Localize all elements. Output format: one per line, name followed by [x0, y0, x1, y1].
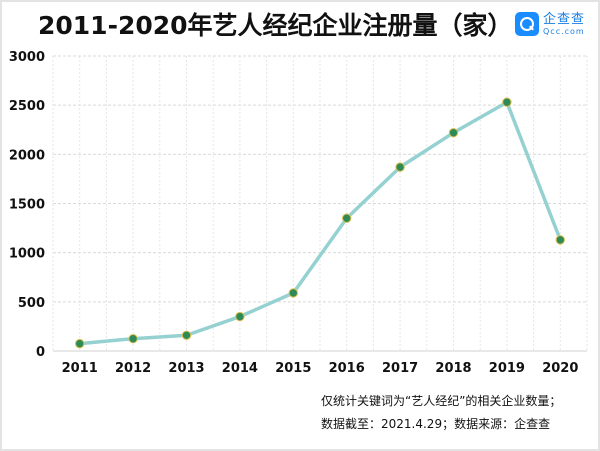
data-point-marker [288, 288, 298, 298]
logo-en-text: Qcc.com [543, 26, 585, 36]
x-tick-label: 2011 [62, 361, 98, 376]
data-point-marker [448, 128, 459, 138]
y-tick-label: 500 [18, 296, 45, 311]
data-series [75, 97, 565, 349]
x-tick-label: 2017 [382, 361, 418, 376]
x-tick-label: 2012 [115, 361, 151, 376]
footnote-scope: 仅统计关键词为“艺人经纪”的相关企业数量； [321, 394, 562, 408]
data-point-marker [395, 162, 405, 172]
y-tick-label: 2500 [9, 99, 45, 114]
x-tick-label: 2019 [489, 361, 525, 376]
data-point-marker [342, 213, 352, 223]
qcc-logo: 企查查 Qcc.com [515, 12, 585, 36]
y-tick-label: 2000 [9, 148, 45, 163]
footnote-source: 数据截至：2021.4.29；数据来源：企查查 [321, 417, 551, 431]
x-tick-label: 2015 [275, 361, 311, 376]
x-tick-label: 2013 [168, 361, 204, 376]
x-tick-label: 2018 [435, 361, 471, 376]
x-tick-label: 2020 [542, 361, 578, 376]
data-point-marker [181, 330, 192, 340]
y-tick-label: 1000 [9, 247, 45, 262]
data-point-marker [235, 311, 245, 322]
chart-grid [52, 55, 588, 352]
x-tick-label: 2014 [222, 361, 258, 376]
y-tick-label: 3000 [9, 50, 45, 65]
data-point-marker [128, 334, 138, 344]
qcc-logo-icon [515, 12, 539, 36]
data-point-marker [502, 97, 512, 107]
data-point-marker [75, 338, 85, 349]
series-line [79, 100, 562, 346]
x-axis-labels: 2011 2012 2013 2014 2015 2016 2017 2018 2019 2020 [62, 361, 579, 376]
y-axis-labels: 0 500 1000 1500 2000 2500 3000 [9, 50, 45, 360]
logo-cn-text: 企查查 [543, 11, 586, 27]
chart-title: 2011-2020年艺人经纪企业注册量（家） [38, 11, 513, 40]
data-point-marker [555, 235, 565, 245]
y-tick-label: 0 [36, 345, 45, 360]
x-tick-label: 2016 [329, 361, 365, 376]
y-tick-label: 1500 [9, 198, 45, 213]
